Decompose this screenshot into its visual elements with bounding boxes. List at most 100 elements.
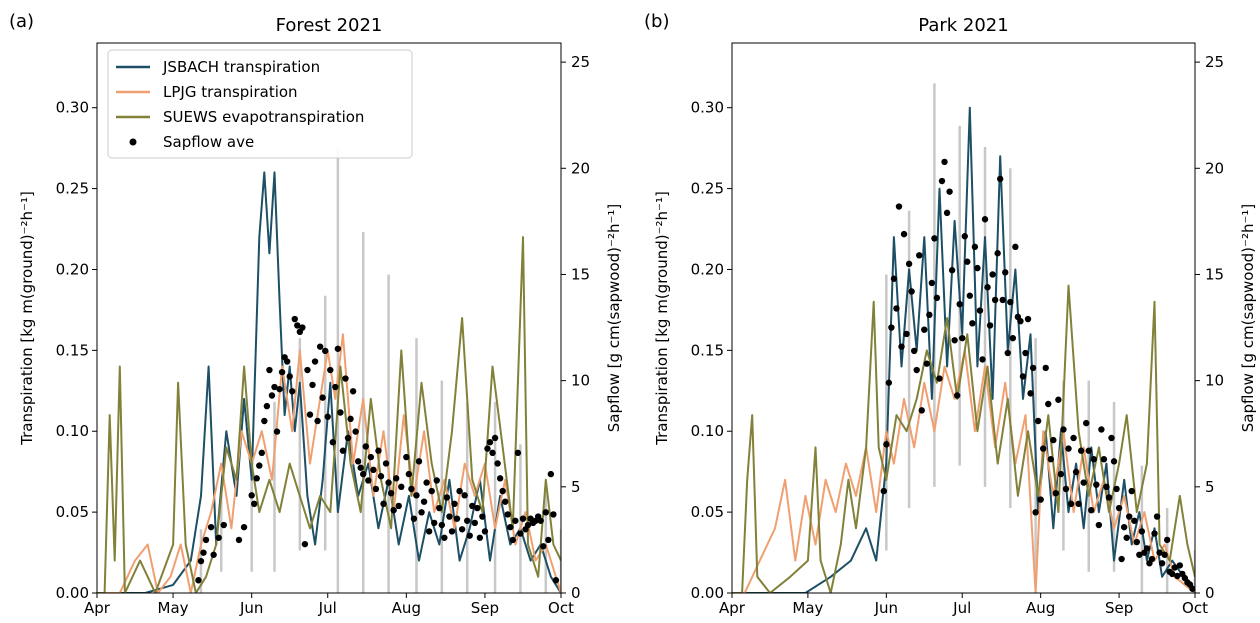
sapflow-point bbox=[387, 489, 395, 497]
sapflow-point bbox=[979, 356, 986, 363]
sapflow-point bbox=[441, 534, 448, 541]
y-tick-label: 0.00 bbox=[691, 584, 724, 602]
y2-axis-label: Sapflow [g cm(sapwood)⁻²h⁻¹] bbox=[1239, 204, 1257, 433]
sapflow-point bbox=[1143, 545, 1151, 552]
sapflow-point bbox=[385, 479, 392, 486]
y2-tick-label: 25 bbox=[1205, 53, 1224, 71]
sapflow-point bbox=[200, 549, 207, 556]
sapflow-point bbox=[248, 492, 255, 499]
sapflow-point bbox=[933, 294, 941, 302]
sapflow-point bbox=[494, 460, 501, 467]
sapflow-point bbox=[413, 492, 420, 499]
sapflow-point bbox=[1004, 349, 1011, 357]
sapflow-point bbox=[1103, 483, 1110, 491]
legend-label: Sapflow ave bbox=[163, 133, 254, 151]
sapflow-point bbox=[352, 428, 359, 435]
sapflow-point bbox=[519, 515, 527, 522]
sapflow-point bbox=[941, 158, 948, 166]
sapflow-point bbox=[1057, 470, 1065, 478]
sapflow-point bbox=[448, 528, 456, 535]
sapflow-point bbox=[1050, 436, 1057, 444]
sapflow-point bbox=[1083, 419, 1090, 427]
sapflow-point bbox=[261, 417, 268, 425]
x-tick-label: Apr bbox=[84, 599, 111, 617]
sapflow-point bbox=[905, 260, 913, 268]
sapflow-point bbox=[910, 347, 918, 355]
legend-swatch-dot bbox=[129, 138, 137, 146]
y-tick-label: 0.10 bbox=[56, 422, 89, 440]
x-tick-label: May bbox=[792, 599, 823, 617]
sapflow-point bbox=[1110, 458, 1118, 465]
sapflow-point bbox=[405, 470, 413, 478]
y2-tick-label: 20 bbox=[571, 159, 590, 177]
sapflow-point bbox=[1153, 513, 1161, 520]
series-line-lpjg bbox=[97, 333, 561, 593]
sapflow-point bbox=[923, 360, 931, 367]
sapflow-point bbox=[496, 475, 504, 482]
y2-axis-label: Sapflow [g cm(sapwood)⁻²h⁻¹] bbox=[605, 204, 623, 433]
sapflow-point bbox=[938, 177, 946, 185]
sapflow-point bbox=[438, 521, 446, 529]
sapflow-point bbox=[299, 324, 306, 331]
sapflow-point bbox=[981, 216, 989, 223]
sapflow-point bbox=[931, 235, 938, 242]
y-tick-label: 0.05 bbox=[56, 503, 89, 521]
sapflow-point bbox=[291, 315, 298, 323]
x-tick-label: Aug bbox=[1026, 599, 1055, 617]
sapflow-point bbox=[471, 519, 478, 527]
sapflow-point bbox=[514, 449, 522, 457]
y2-tick-label: 20 bbox=[1205, 159, 1224, 177]
sapflow-point bbox=[1062, 485, 1070, 493]
y2-tick-label: 5 bbox=[571, 478, 581, 496]
sapflow-point bbox=[948, 267, 956, 274]
sapflow-point bbox=[1070, 434, 1077, 442]
sapflow-point bbox=[431, 519, 438, 527]
sapflow-point bbox=[1138, 528, 1146, 535]
sapflow-point bbox=[392, 475, 400, 482]
sapflow-point bbox=[1120, 523, 1128, 531]
sapflow-point bbox=[278, 368, 286, 376]
sapflow-point bbox=[433, 477, 440, 484]
sapflow-point bbox=[885, 379, 893, 386]
y2-tick-label: 15 bbox=[571, 265, 590, 283]
sapflow-point bbox=[1088, 506, 1095, 514]
sapflow-point bbox=[888, 324, 895, 331]
sapflow-point bbox=[890, 275, 898, 282]
sapflow-point bbox=[337, 409, 344, 416]
sapflow-point bbox=[309, 381, 316, 389]
chart-title: Park 2021 bbox=[918, 15, 1008, 36]
sapflow-point bbox=[928, 279, 936, 287]
sapflow-point bbox=[202, 536, 210, 544]
sapflow-point bbox=[489, 449, 496, 457]
sapflow-point bbox=[542, 509, 549, 516]
plot-area bbox=[732, 83, 1195, 593]
sapflow-point bbox=[1034, 417, 1042, 425]
sapflow-point bbox=[311, 358, 319, 365]
sapflow-point bbox=[1171, 564, 1178, 571]
sapflow-point bbox=[1072, 468, 1080, 476]
sapflow-point bbox=[1024, 315, 1032, 323]
x-tick-label: Sep bbox=[1105, 599, 1133, 617]
y2-tick-label: 10 bbox=[571, 372, 590, 390]
sapflow-point bbox=[908, 288, 915, 295]
sapflow-point bbox=[943, 209, 951, 217]
sapflow-point bbox=[1009, 334, 1017, 342]
sapflow-point bbox=[1090, 456, 1097, 463]
y-tick-label: 0.20 bbox=[56, 260, 89, 278]
sapflow-point bbox=[524, 521, 532, 529]
chart-title: Forest 2021 bbox=[276, 15, 383, 36]
sapflow-point bbox=[451, 500, 458, 508]
sapflow-point bbox=[918, 407, 925, 414]
sapflow-point bbox=[273, 428, 281, 435]
y2-tick-label: 5 bbox=[1205, 478, 1215, 496]
sapflow-point bbox=[210, 551, 217, 558]
sapflow-point bbox=[499, 487, 506, 495]
sapflow-point bbox=[316, 343, 324, 350]
x-tick-label: Oct bbox=[1182, 599, 1208, 617]
panel-forest: Apr May Jun Jul Aug Sep Oct 0.00 0.05 0.10 0.15 0.2… bbox=[9, 11, 623, 617]
sapflow-point bbox=[913, 366, 920, 374]
sapflow-point bbox=[418, 509, 425, 516]
x-tick-label: Jul bbox=[952, 599, 971, 617]
sapflow-point bbox=[463, 517, 471, 524]
sapflow-point bbox=[357, 464, 364, 471]
